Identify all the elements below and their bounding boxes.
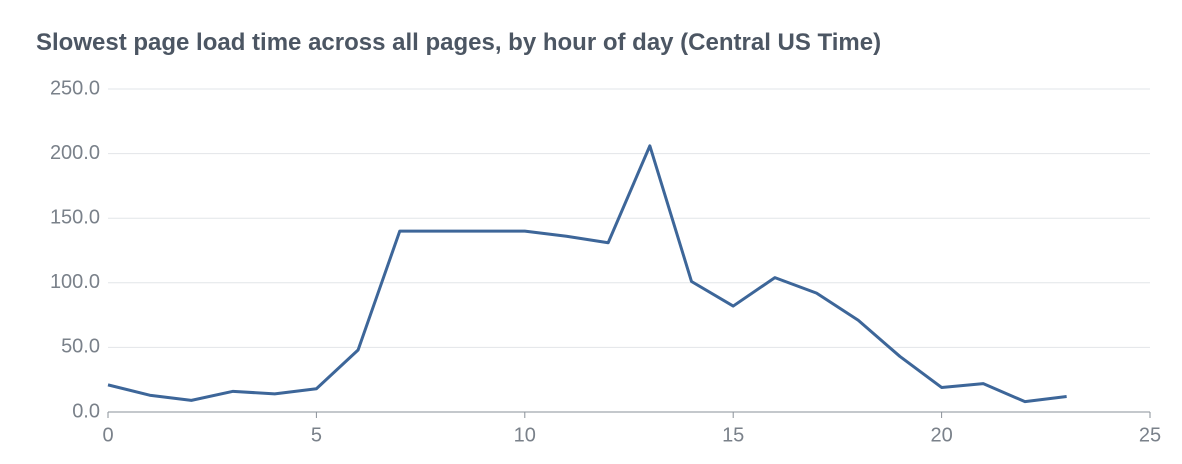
line-series <box>107 144 1067 404</box>
x-tick-label: 5 <box>311 424 322 446</box>
chart-title: Slowest page load time across all pages,… <box>36 29 881 56</box>
y-tick-label: 200.0 <box>50 142 100 164</box>
y-tick-label: 100.0 <box>50 271 100 293</box>
x-tick-label: 25 <box>1139 424 1161 446</box>
y-tick-label: 0.0 <box>72 400 100 422</box>
x-tick-label: 10 <box>514 424 536 446</box>
x-tick-label: 0 <box>102 424 113 446</box>
y-tick-label: 150.0 <box>50 206 100 228</box>
x-tick-label: 20 <box>930 424 952 446</box>
y-tick-label: 50.0 <box>61 336 100 358</box>
y-tick-label: 250.0 <box>50 77 100 99</box>
x-tick-label: 15 <box>722 424 744 446</box>
